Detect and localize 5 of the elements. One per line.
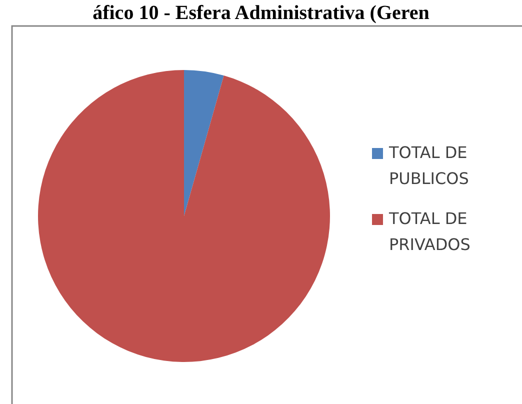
pie-slice [184,70,224,216]
pie-slice [38,70,330,362]
legend-label: TOTAL DE PRIVADOS [388,209,470,254]
legend-label: TOTAL DE PUBLICOS [388,143,469,188]
chart-title: áfico 10 - Esfera Administrativa (Geren [92,2,430,24]
